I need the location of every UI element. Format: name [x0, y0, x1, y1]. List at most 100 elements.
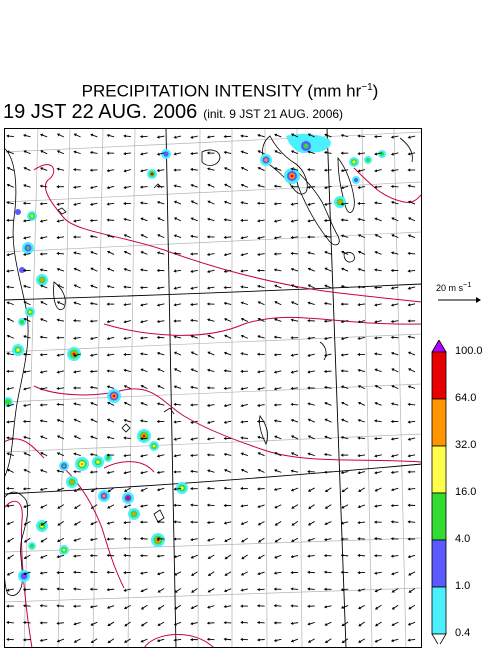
wind-arrow-head	[190, 334, 194, 338]
wind-arrow-head	[190, 368, 194, 372]
wind-arrow-head	[140, 169, 144, 173]
chart-title: PRECIPITATION INTENSITY (mm hr−1)	[81, 81, 379, 101]
wind-arrow-head	[173, 217, 178, 221]
wind-arrow-head	[73, 202, 77, 206]
wind-arrow-head	[206, 520, 210, 525]
wind-arrow-head	[341, 489, 345, 493]
wind-arrow-head	[257, 236, 261, 240]
wind-arrow-head	[56, 167, 60, 171]
wind-arrow-head	[341, 250, 345, 254]
wind-arrow-head	[307, 522, 312, 526]
wind-arrow-head	[240, 183, 244, 187]
wind-arrow-head	[107, 505, 111, 509]
wind-arrow-head	[257, 387, 261, 391]
wind-arrow-head	[207, 556, 211, 559]
wind-arrow-head	[173, 319, 177, 323]
wind-arrow-head	[307, 353, 311, 357]
wind-arrow-head	[390, 639, 394, 643]
wind-arrow-head	[56, 133, 61, 137]
wind-arrow-head	[22, 419, 26, 424]
wind-arrow-head	[407, 303, 411, 307]
wind-arrow-head	[390, 488, 394, 492]
wind-arrow-head	[290, 488, 294, 492]
wind-arrow-head	[274, 284, 278, 288]
wind-arrow-head	[374, 402, 378, 405]
wind-arrow-head	[223, 503, 227, 508]
wind-arrow-head	[56, 219, 60, 223]
wind-arrow-head	[190, 234, 194, 238]
wind-arrow-head	[340, 470, 344, 475]
wind-arrow-head	[140, 471, 144, 475]
wind-arrow-head	[407, 454, 411, 458]
wind-arrow-head	[156, 251, 160, 255]
wind-arrow-head	[107, 250, 111, 254]
wind-arrow-head	[6, 504, 10, 508]
wind-arrow-head	[407, 638, 411, 642]
wind-arrow-head	[56, 402, 60, 407]
wind-arrow-head	[39, 318, 44, 322]
wind-arrow-head	[190, 420, 194, 424]
wind-arrow-head	[173, 368, 178, 372]
wind-arrow-head	[258, 539, 262, 543]
colorbar-box	[431, 586, 447, 635]
wind-arrow-head	[106, 553, 110, 558]
wind-arrow-head	[273, 370, 277, 374]
wind-arrow-head	[106, 234, 110, 238]
wind-arrow-head	[106, 521, 110, 525]
wind-arrow-head	[240, 572, 245, 576]
wind-arrow-head	[407, 251, 411, 256]
wind-arrow-head	[307, 570, 310, 574]
wind-arrow-head	[256, 419, 260, 424]
wind-arrow-head	[223, 285, 227, 290]
wind-arrow-head	[407, 503, 411, 507]
wind-arrow-head	[156, 537, 160, 541]
wind-arrow-head	[6, 352, 10, 356]
wind-arrow-head	[56, 604, 60, 608]
wind-arrow-head	[7, 556, 11, 560]
wind-arrow-head	[90, 640, 94, 644]
wind-arrow-head	[156, 504, 160, 508]
wind-arrow-head	[6, 201, 10, 205]
wind-arrow-head	[240, 637, 244, 642]
wind-arrow-head	[123, 537, 127, 541]
wind-arrow-head	[173, 351, 177, 355]
wind-arrow-head	[290, 639, 294, 643]
wind-arrow-head	[273, 252, 277, 256]
wind-arrow-head	[340, 186, 344, 190]
wind-arrow-head	[390, 168, 394, 173]
wind-arrow-head	[22, 370, 26, 374]
wind-arrow-head	[123, 553, 127, 558]
wind-arrow-head	[407, 402, 411, 407]
wind-arrow-head	[240, 404, 244, 408]
wind-arrow-head	[307, 604, 310, 608]
wind-arrow-head	[56, 621, 60, 625]
wind-arrow-head	[357, 201, 360, 206]
wind-arrow-head	[374, 201, 377, 205]
wind-arrow-head	[323, 470, 327, 474]
wind-arrow-head	[139, 336, 143, 340]
wind-arrow-head	[340, 284, 344, 289]
wind-arrow-head	[240, 317, 244, 321]
wind-arrow-head	[173, 135, 177, 139]
wind-arrow-head	[357, 553, 361, 558]
wind-arrow-head	[173, 537, 177, 541]
wind-arrow-head	[123, 152, 127, 156]
wind-arrow-head	[390, 454, 394, 458]
wind-arrow-head	[40, 284, 44, 288]
wind-arrow-head	[256, 620, 260, 625]
wind-arrow-head	[156, 572, 161, 576]
wind-arrow-head	[6, 150, 10, 154]
wind-arrow-head	[340, 133, 344, 138]
wind-arrow-head	[73, 554, 76, 558]
wind-arrow-head	[307, 488, 312, 492]
wind-arrow-head	[407, 537, 411, 541]
wind-arrow-head	[324, 489, 328, 493]
wind-arrow-head	[156, 488, 160, 492]
wind-arrow-head	[240, 285, 244, 289]
wind-arrow-head	[6, 166, 10, 170]
wind-arrow-head	[107, 489, 111, 493]
wind-arrow-head	[89, 538, 93, 542]
wind-arrow-head	[173, 234, 177, 238]
wind-arrow-head	[90, 251, 94, 255]
wind-arrow-head	[157, 385, 161, 389]
